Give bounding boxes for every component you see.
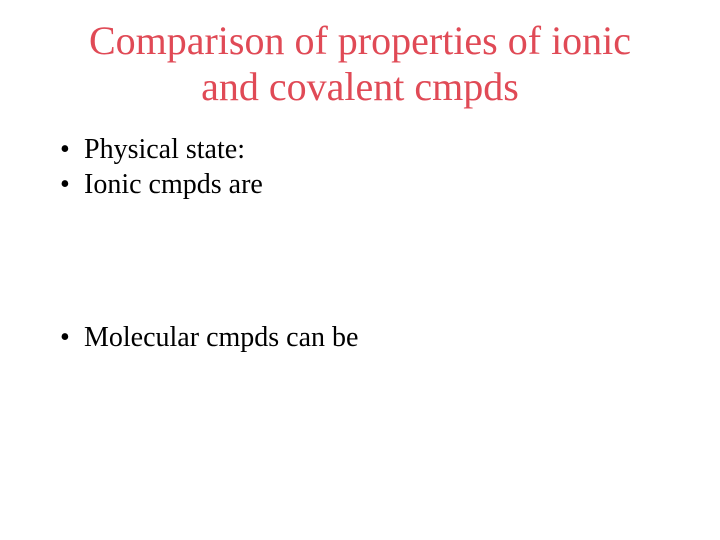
bullet-item: Ionic cmpds are <box>50 167 670 202</box>
bullet-list: Physical state: Ionic cmpds are Molecula… <box>50 132 670 355</box>
slide-title: Comparison of properties of ionic and co… <box>50 18 670 110</box>
title-line-2: and covalent cmpds <box>201 64 519 109</box>
bullet-item: Molecular cmpds can be <box>50 320 670 355</box>
bullet-gap <box>50 202 670 320</box>
title-line-1: Comparison of properties of ionic <box>89 18 631 63</box>
bullet-item: Physical state: <box>50 132 670 167</box>
slide: Comparison of properties of ionic and co… <box>0 0 720 540</box>
